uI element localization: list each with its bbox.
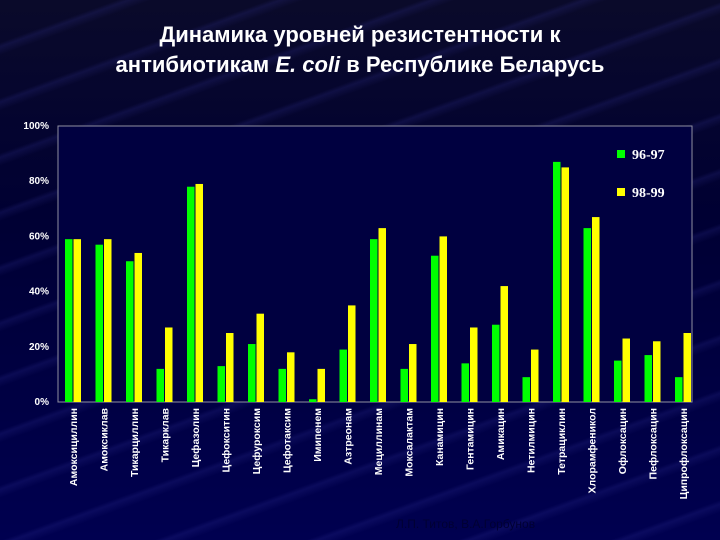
- title-organism: E. coli: [275, 52, 341, 77]
- bar-96-97: [370, 239, 378, 402]
- x-axis-labels: Амоксициллин Амоксиклав Тикарциллин Тикаркл…: [68, 407, 690, 499]
- x-tick-label: Цефазолин: [190, 408, 202, 467]
- x-tick-label: Моксалактам: [404, 408, 416, 477]
- bar-96-97: [65, 239, 73, 402]
- x-tick-label: Мециллинам: [373, 408, 385, 475]
- y-tick-label: 40%: [29, 287, 49, 298]
- bar-98-99: [287, 352, 295, 402]
- x-tick-label: Цефокситин: [221, 408, 233, 472]
- x-tick-label: Амикацин: [495, 408, 507, 460]
- bar-98-99: [653, 341, 661, 402]
- x-tick-label: Тикарциллин: [129, 408, 141, 477]
- bar-96-97: [675, 377, 683, 402]
- title-line-2-start: антибиотикам: [115, 52, 276, 77]
- bar-98-99: [73, 239, 81, 402]
- bar-96-97: [187, 186, 195, 402]
- x-tick-label: Канамицин: [434, 408, 446, 466]
- bar-98-99: [104, 239, 112, 402]
- x-tick-label: Тикарклав: [160, 407, 172, 462]
- bar-98-99: [195, 183, 203, 402]
- title-line-2-end: в Республике Беларусь: [340, 52, 605, 77]
- x-tick-label: Амоксиклав: [99, 407, 111, 471]
- x-tick-label: Цефотаксим: [282, 408, 294, 473]
- bar-98-99: [348, 305, 356, 402]
- bar-98-99: [378, 228, 386, 402]
- y-axis: 0% 20% 40% 60% 80% 100%: [23, 121, 49, 408]
- bar-96-97: [614, 360, 622, 402]
- legend-label: 98-99: [632, 186, 665, 201]
- bar-98-99: [134, 252, 142, 402]
- bar-96-97: [431, 255, 439, 402]
- x-tick-label: Амоксициллин: [68, 408, 80, 486]
- x-tick-label: Ципрофлоксацин: [678, 408, 690, 499]
- bar-96-97: [522, 377, 530, 402]
- bar-96-97: [248, 344, 256, 402]
- bar-96-97: [156, 368, 164, 402]
- bar-98-99: [622, 338, 630, 402]
- x-tick-label: Тетрациклин: [556, 408, 568, 475]
- x-tick-label: Пефлоксацин: [648, 408, 660, 479]
- x-tick-label: Нетилмицин: [526, 408, 538, 473]
- bar-96-97: [644, 355, 652, 402]
- legend-label: 96-97: [632, 148, 665, 163]
- title-line-1: Динамика уровней резистентности к: [159, 22, 561, 47]
- bar-96-97: [461, 363, 469, 402]
- bar-98-99: [531, 349, 539, 402]
- bar-98-99: [439, 236, 447, 402]
- x-tick-label: Хлорамфеникол: [587, 408, 599, 493]
- bar-96-97: [339, 349, 347, 402]
- title-line-2: антибиотикам E. coli в Республике Белару…: [0, 50, 720, 80]
- legend-swatch: [617, 188, 625, 196]
- bar-96-97: [553, 161, 561, 402]
- bar-98-99: [500, 286, 508, 402]
- bar-98-99: [592, 217, 600, 402]
- x-tick-label: Офлоксацин: [617, 408, 629, 474]
- bar-98-99: [165, 327, 173, 402]
- chart-title: Динамика уровней резистентности к антиби…: [0, 20, 720, 80]
- bar-96-97: [95, 244, 103, 402]
- bar-98-99: [683, 333, 691, 402]
- bars: [65, 161, 691, 402]
- author-credit: Л.П. Титов, В.А.Горбунов: [396, 517, 536, 531]
- bar-98-99: [409, 344, 417, 402]
- x-tick-label: Азтреонам: [343, 408, 355, 465]
- y-tick-label: 20%: [29, 342, 49, 353]
- bar-98-99: [561, 167, 569, 402]
- bar-98-99: [256, 313, 264, 402]
- bar-96-97: [217, 366, 225, 402]
- bar-96-97: [492, 324, 500, 402]
- bar-96-97: [278, 368, 286, 402]
- x-tick-label: Гентамицин: [465, 408, 477, 470]
- y-tick-label: 100%: [23, 121, 49, 132]
- legend-swatch: [617, 150, 625, 158]
- bar-96-97: [400, 368, 408, 402]
- bar-98-99: [470, 327, 478, 402]
- x-tick-label: Имипенем: [312, 408, 324, 462]
- y-tick-label: 0%: [35, 397, 50, 408]
- bar-96-97: [309, 399, 317, 402]
- bar-96-97: [126, 261, 134, 402]
- y-tick-label: 60%: [29, 231, 49, 242]
- bar-96-97: [583, 228, 591, 402]
- bar-98-99: [226, 333, 234, 402]
- bar-98-99: [317, 368, 325, 402]
- y-tick-label: 80%: [29, 176, 49, 187]
- legend: 96-97 98-99: [617, 148, 665, 201]
- x-tick-label: Цефуроксим: [251, 408, 263, 475]
